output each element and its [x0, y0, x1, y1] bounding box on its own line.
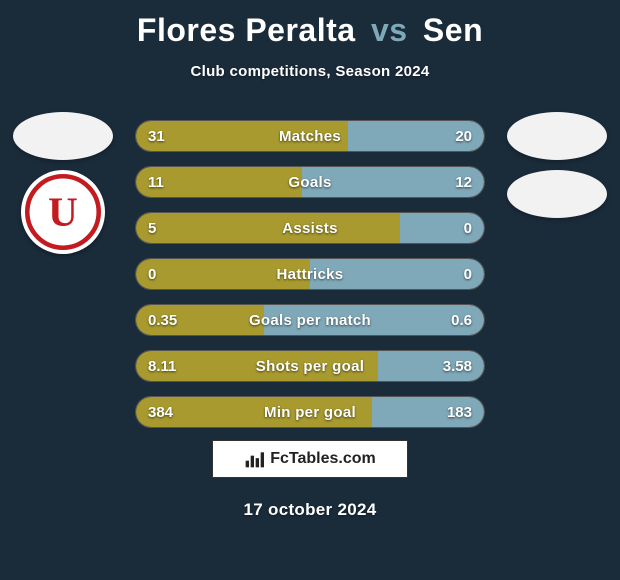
- left-club-badges: U: [8, 112, 118, 254]
- stat-label: Matches: [136, 121, 484, 151]
- club-badge-placeholder: [507, 112, 607, 160]
- stat-row: 1112Goals: [135, 166, 485, 198]
- brand-label: FcTables.com: [270, 450, 376, 468]
- stat-row: 0.350.6Goals per match: [135, 304, 485, 336]
- player2-name: Sen: [423, 12, 483, 48]
- date-label: 17 october 2024: [0, 500, 620, 520]
- stat-label: Min per goal: [136, 397, 484, 427]
- stat-row: 00Hattricks: [135, 258, 485, 290]
- stat-row: 8.113.58Shots per goal: [135, 350, 485, 382]
- bar-chart-icon: [244, 449, 264, 469]
- stat-row: 3120Matches: [135, 120, 485, 152]
- player1-name: Flores Peralta: [137, 12, 356, 48]
- stats-container: 3120Matches 1112Goals 50Assists 00Hattricks…: [135, 120, 485, 442]
- club-logo-icon: U: [25, 174, 101, 250]
- stat-label: Assists: [136, 213, 484, 243]
- club-badge-placeholder: [13, 112, 113, 160]
- vs-label: vs: [371, 12, 408, 48]
- stat-label: Hattricks: [136, 259, 484, 289]
- club-badge-placeholder: [507, 170, 607, 218]
- right-club-badges: [502, 112, 612, 228]
- stat-label: Goals: [136, 167, 484, 197]
- brand-badge: FcTables.com: [212, 440, 408, 478]
- svg-text:U: U: [48, 189, 78, 235]
- stat-label: Goals per match: [136, 305, 484, 335]
- stat-row: 384183Min per goal: [135, 396, 485, 428]
- comparison-title: Flores Peralta vs Sen: [0, 0, 620, 49]
- club-logo: U: [21, 170, 105, 254]
- stat-row: 50Assists: [135, 212, 485, 244]
- subtitle: Club competitions, Season 2024: [0, 63, 620, 80]
- stat-label: Shots per goal: [136, 351, 484, 381]
